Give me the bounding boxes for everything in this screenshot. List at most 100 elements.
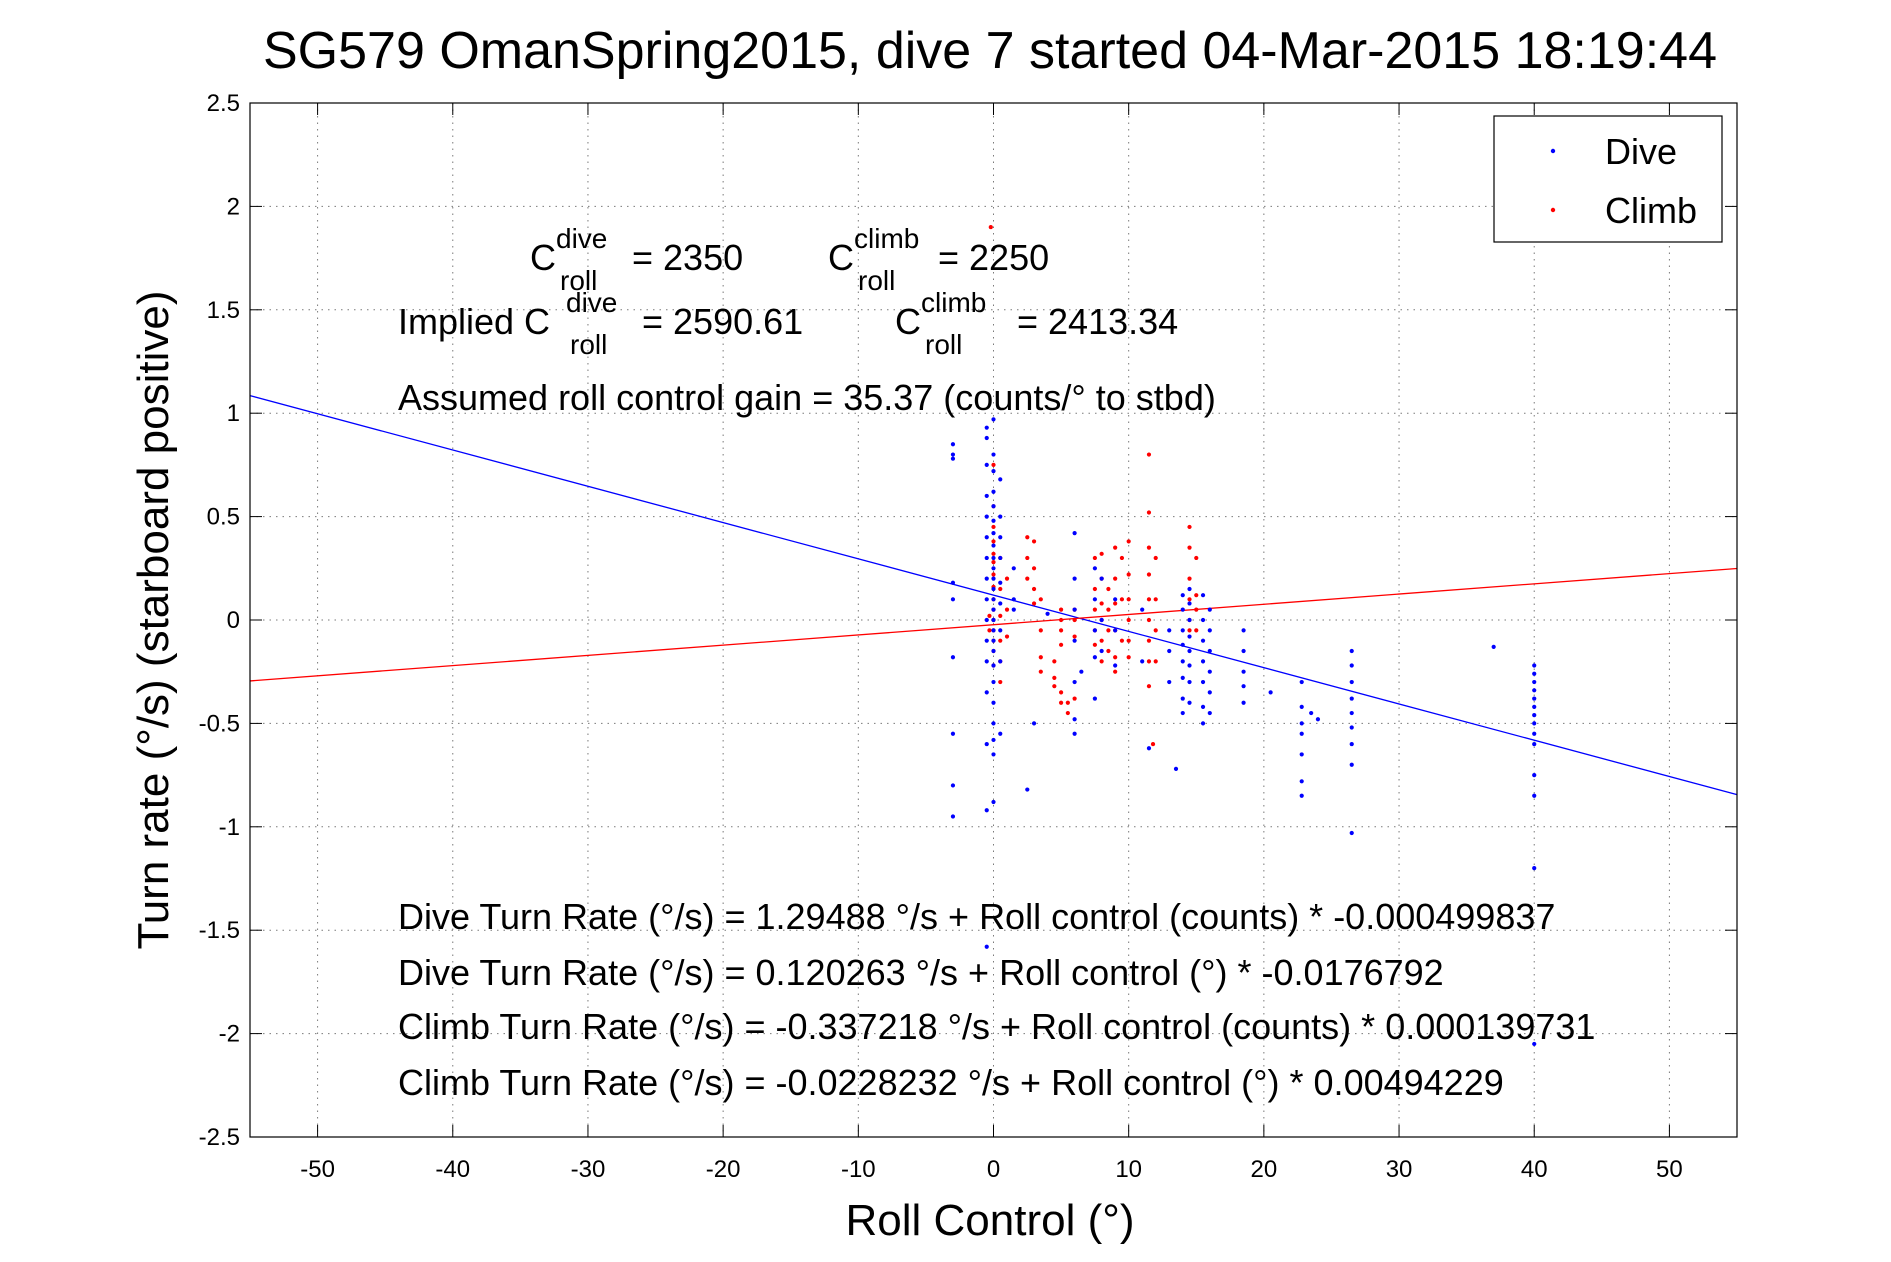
dive-point	[991, 721, 996, 726]
dive-point	[1180, 659, 1185, 664]
dive-point	[991, 566, 996, 571]
dive-point	[950, 452, 956, 457]
equation-climb-counts: Climb Turn Rate (°/s) = -0.337218 °/s + …	[398, 1006, 1595, 1047]
dive-point	[991, 489, 996, 494]
dive-point	[1025, 787, 1030, 792]
dive-point	[998, 731, 1003, 736]
dive-point	[1349, 725, 1354, 730]
climb-point	[1113, 601, 1118, 606]
climb-point	[1126, 572, 1131, 577]
dive-point	[1349, 741, 1354, 747]
equation-climb-degrees: Climb Turn Rate (°/s) = -0.0228232 °/s +…	[398, 1062, 1504, 1103]
climb-point	[1153, 628, 1158, 633]
c-roll-climb: Cclimb roll = 2250	[828, 223, 1049, 296]
dive-point	[950, 814, 956, 819]
c-roll-dive-sub: roll	[560, 265, 597, 296]
dive-point	[1031, 721, 1037, 726]
dive-point	[1200, 659, 1206, 664]
dive-point	[1532, 866, 1537, 871]
dive-point	[1532, 696, 1537, 701]
dive-point	[1092, 628, 1097, 633]
climb-point	[1038, 597, 1043, 602]
dive-point	[998, 477, 1003, 482]
climb-fit-line	[249, 567, 1738, 682]
dive-point	[1180, 642, 1185, 647]
climb-point	[1126, 539, 1131, 544]
dive-point	[1207, 669, 1212, 674]
dive-point	[1207, 710, 1212, 716]
climb-point	[1092, 555, 1097, 561]
axis-ticks: -50 -40 -30 -20 -10 0 10 20 30 40 50-2.5-2-1.5-1-0…	[199, 90, 1737, 1183]
fit-lines	[249, 394, 1738, 796]
climb-point	[987, 613, 992, 618]
climb-point	[991, 539, 996, 544]
dive-point	[984, 659, 989, 664]
climb-point	[1058, 607, 1064, 612]
dive-point	[1092, 566, 1097, 571]
climb-point	[1146, 638, 1152, 643]
climb-point	[1187, 545, 1192, 550]
climb-point	[1187, 628, 1192, 633]
legend-box	[1493, 115, 1723, 243]
dive-point	[1180, 607, 1185, 612]
dive-point	[1113, 628, 1118, 633]
c-roll-climb-base: C	[828, 237, 854, 278]
dive-point	[1113, 597, 1118, 602]
y-tick-label: 2.5	[207, 90, 240, 117]
dive-point	[984, 435, 989, 441]
legend-climb-marker	[1550, 207, 1556, 213]
x-tick-label: 30	[1386, 1156, 1413, 1183]
climb-point	[991, 462, 996, 467]
dive-point	[1187, 663, 1192, 668]
dive-point	[1241, 628, 1246, 633]
climb-point	[1194, 628, 1199, 633]
dive-point	[991, 469, 996, 474]
climb-point	[1153, 659, 1158, 664]
climb-point	[1106, 607, 1111, 612]
x-tick-label: 10	[1115, 1156, 1142, 1183]
dive-point	[1532, 688, 1537, 693]
climb-point	[1058, 642, 1064, 647]
dive-point	[991, 586, 996, 592]
dive-point	[950, 783, 956, 788]
dive-point	[950, 456, 956, 461]
equation-dive-counts: Dive Turn Rate (°/s) = 1.29488 °/s + Rol…	[398, 896, 1555, 937]
legend-dive-marker	[1550, 148, 1556, 154]
dive-point	[998, 580, 1003, 585]
dive-point	[1349, 762, 1354, 767]
climb-point	[1194, 607, 1199, 612]
fit-equations: Dive Turn Rate (°/s) = 1.29488 °/s + Rol…	[398, 896, 1595, 1103]
dive-point	[1299, 731, 1304, 736]
dive-point	[984, 576, 989, 581]
dive-point	[984, 741, 989, 747]
dive-point	[1532, 679, 1537, 685]
climb-point	[1106, 586, 1111, 592]
climb-point	[1187, 597, 1192, 602]
dive-point	[1187, 679, 1192, 685]
climb-point	[987, 628, 992, 633]
dive-point	[1072, 717, 1077, 722]
y-tick-label: -0.5	[199, 710, 240, 737]
dive-point	[950, 442, 956, 447]
dive-point	[991, 531, 996, 536]
climb-point	[1126, 617, 1131, 623]
climb-point	[1146, 452, 1152, 457]
climb-point	[1113, 576, 1118, 581]
climb-point	[1052, 675, 1057, 681]
dive-point	[1092, 597, 1097, 602]
dive-fit-line	[249, 394, 1738, 796]
climb-point	[1153, 555, 1158, 561]
dive-point	[1187, 586, 1192, 592]
data-points	[950, 224, 1537, 1047]
x-tick-label: 50	[1656, 1156, 1683, 1183]
dive-point	[1200, 593, 1206, 598]
climb-point	[1099, 551, 1104, 556]
roll-control-gain: Assumed roll control gain = 35.37 (count…	[398, 377, 1216, 418]
climb-point	[1092, 586, 1097, 592]
dive-point	[1146, 746, 1152, 751]
dive-point	[984, 493, 989, 499]
y-axis-label: Turn rate (°/s) (starboard positive)	[129, 290, 178, 949]
climb-point	[1146, 659, 1152, 664]
dive-point	[950, 655, 956, 660]
dive-point	[1011, 607, 1016, 612]
